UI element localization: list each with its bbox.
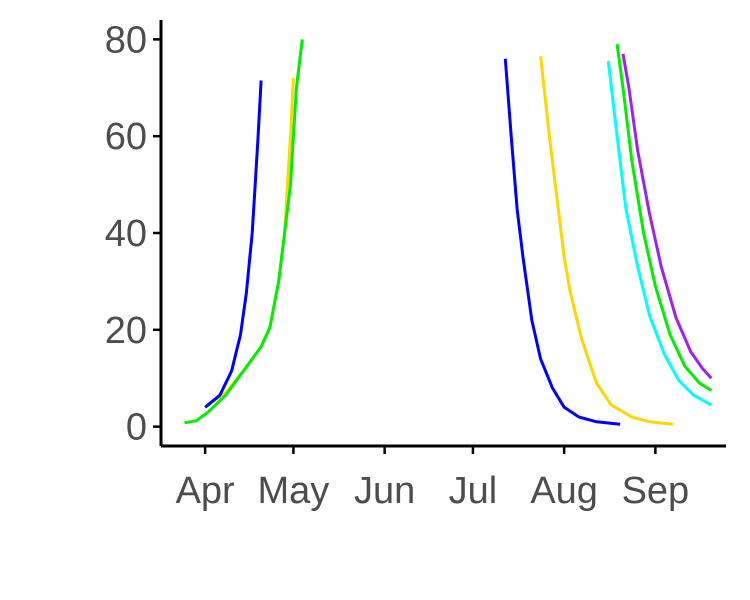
series-layer: [184, 39, 713, 426]
y-axis-ticks: 0 20 40 60 80: [105, 19, 161, 449]
series-line: [184, 39, 304, 425]
y-tick-label: 40: [105, 213, 147, 255]
x-tick-label: Aug: [530, 470, 598, 512]
y-tick-label: 20: [105, 310, 147, 352]
y-tick-label: 80: [105, 19, 147, 61]
y-tick-label: 60: [105, 116, 147, 158]
x-tick-label: Jun: [354, 470, 415, 512]
series-line: [615, 43, 713, 392]
series-line: [503, 58, 621, 426]
series-line: [606, 60, 713, 407]
x-tick-label: Jul: [449, 470, 498, 512]
x-tick-label: May: [258, 470, 330, 512]
series-line: [621, 53, 713, 380]
x-axis-ticks: Apr May Jun Jul Aug Sep: [176, 446, 690, 512]
series-line: [539, 56, 674, 426]
series-line: [204, 80, 263, 409]
x-tick-label: Sep: [622, 470, 690, 512]
x-tick-label: Apr: [176, 470, 235, 512]
y-tick-label: 0: [126, 407, 147, 449]
series-line: [204, 78, 295, 409]
